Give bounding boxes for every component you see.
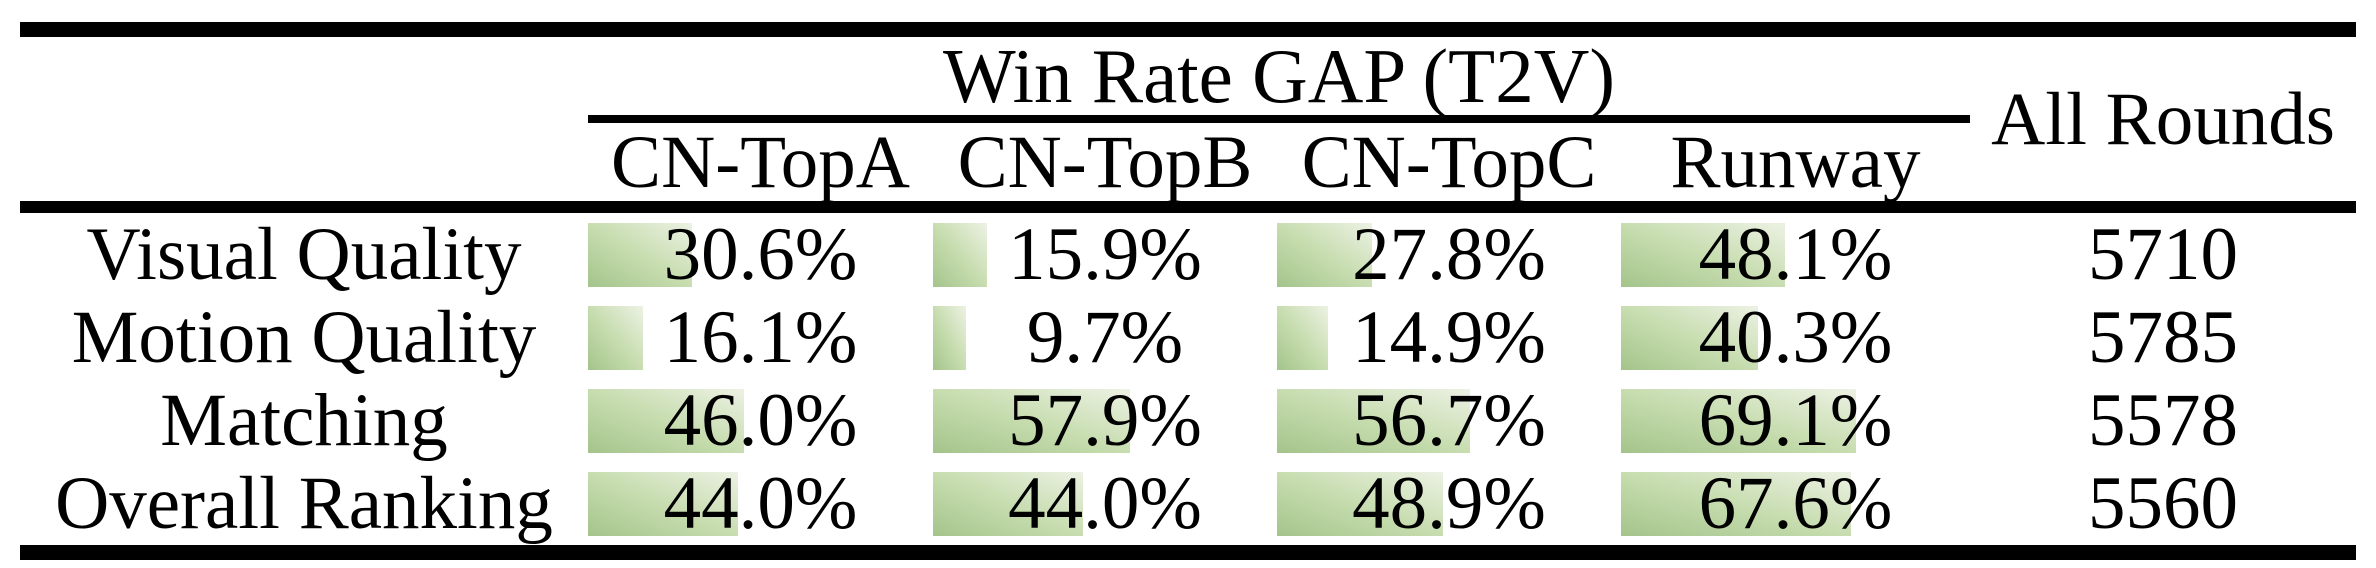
table-row-overall-ranking: Overall Ranking 44.0% 44.0% 48.9% 67.6% — [20, 462, 2356, 545]
all-rounds-value: 5710 — [2088, 213, 2238, 296]
data-cell: 14.9% — [1277, 296, 1621, 379]
header-thin-rule — [588, 115, 1970, 123]
data-cell: 44.0% — [588, 462, 933, 545]
win-rate-bar — [1277, 305, 1328, 370]
win-rate-value: 48.1% — [1698, 213, 1893, 296]
data-cell: 16.1% — [588, 296, 933, 379]
win-rate-value: 44.0% — [1008, 462, 1202, 545]
win-rate-bar — [1621, 471, 1851, 536]
win-rate-bar — [588, 471, 738, 536]
all-rounds-value: 5785 — [2088, 296, 2238, 379]
win-rate-bar — [933, 222, 988, 287]
results-table: Win Rate GAP (T2V) CN-TopA CN-TopB CN-To… — [20, 22, 2356, 560]
win-rate-bar — [1277, 471, 1444, 536]
win-rate-value: 30.6% — [663, 213, 858, 296]
win-rate-bar — [1277, 388, 1470, 453]
data-cell: 15.9% — [933, 213, 1277, 296]
data-cell: 40.3% — [1621, 296, 1970, 379]
win-rate-bar — [588, 305, 643, 370]
column-header-cn-topc: CN-TopC — [1301, 120, 1597, 204]
data-cell: 48.9% — [1277, 462, 1621, 545]
win-rate-value: 15.9% — [1008, 213, 1202, 296]
column-header-all-rounds: All Rounds — [1991, 77, 2335, 161]
win-rate-value: 56.7% — [1352, 379, 1546, 462]
win-rate-bar — [588, 222, 693, 287]
win-rate-value: 14.9% — [1352, 296, 1546, 379]
table-body: Visual Quality 30.6% 15.9% 27.8% 48.1% — [20, 213, 2356, 545]
win-rate-value: 69.1% — [1698, 379, 1893, 462]
win-rate-bar — [1621, 222, 1785, 287]
win-rate-bar — [588, 388, 745, 453]
table-title: Win Rate GAP (T2V) — [943, 32, 1615, 119]
win-rate-bar — [1621, 388, 1856, 453]
win-rate-value: 48.9% — [1352, 462, 1546, 545]
data-cell: 69.1% — [1621, 379, 1970, 462]
win-rate-value: 9.7% — [1026, 296, 1184, 379]
win-rate-value: 46.0% — [663, 379, 858, 462]
win-rate-value: 16.1% — [663, 296, 858, 379]
header-divider-rule — [20, 201, 2356, 213]
win-rate-bar — [1621, 305, 1759, 370]
table-bottom-rule — [20, 545, 2356, 560]
win-rate-bar — [933, 305, 966, 370]
win-rate-bar — [933, 388, 1130, 453]
table-header: Win Rate GAP (T2V) CN-TopA CN-TopB CN-To… — [20, 37, 2356, 201]
column-header-cn-topa: CN-TopA — [611, 120, 910, 204]
data-cell: 9.7% — [933, 296, 1277, 379]
table-row-matching: Matching 46.0% 57.9% 56.7% 69.1% 557 — [20, 379, 2356, 462]
win-rate-value: 67.6% — [1698, 462, 1893, 545]
data-cell: 56.7% — [1277, 379, 1621, 462]
win-rate-value: 57.9% — [1008, 379, 1202, 462]
data-cell: 46.0% — [588, 379, 933, 462]
data-cell: 30.6% — [588, 213, 933, 296]
table-top-rule — [20, 22, 2356, 37]
table-row-visual-quality: Visual Quality 30.6% 15.9% 27.8% 48.1% — [20, 213, 2356, 296]
data-cell: 27.8% — [1277, 213, 1621, 296]
row-label: Overall Ranking — [55, 462, 553, 545]
all-rounds-value: 5578 — [2088, 379, 2238, 462]
data-cell: 67.6% — [1621, 462, 1970, 545]
row-label: Motion Quality — [71, 296, 537, 379]
column-header-cn-topb: CN-TopB — [957, 120, 1253, 204]
table-row-motion-quality: Motion Quality 16.1% 9.7% 14.9% 40.3% — [20, 296, 2356, 379]
column-header-runway: Runway — [1670, 120, 1921, 204]
column-headers: CN-TopA CN-TopB CN-TopC Runway — [588, 123, 1970, 201]
data-cell: 48.1% — [1621, 213, 1970, 296]
win-rate-value: 40.3% — [1698, 296, 1893, 379]
win-rate-value: 44.0% — [663, 462, 858, 545]
data-cell: 44.0% — [933, 462, 1277, 545]
win-rate-value: 27.8% — [1352, 213, 1546, 296]
win-rate-bar — [1277, 222, 1372, 287]
row-label: Matching — [160, 379, 448, 462]
row-label: Visual Quality — [86, 213, 522, 296]
data-cell: 57.9% — [933, 379, 1277, 462]
win-rate-bar — [933, 471, 1083, 536]
all-rounds-value: 5560 — [2088, 462, 2238, 545]
